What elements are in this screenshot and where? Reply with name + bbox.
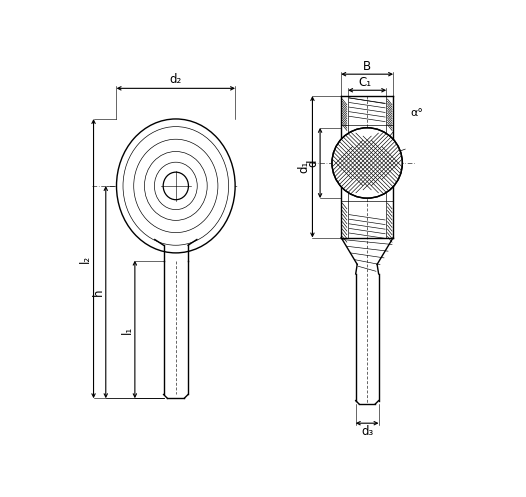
Text: d₂: d₂ bbox=[170, 74, 182, 86]
Text: d₃: d₃ bbox=[361, 425, 373, 438]
Text: B: B bbox=[363, 60, 371, 73]
Text: l₂: l₂ bbox=[78, 254, 92, 263]
Circle shape bbox=[332, 128, 402, 198]
Text: C₁: C₁ bbox=[359, 76, 372, 89]
Text: α°: α° bbox=[410, 108, 423, 118]
Text: d₁: d₁ bbox=[297, 161, 310, 173]
Text: d: d bbox=[307, 159, 320, 166]
Text: l₁: l₁ bbox=[120, 326, 134, 333]
Text: h: h bbox=[92, 288, 105, 296]
Ellipse shape bbox=[163, 172, 188, 200]
Ellipse shape bbox=[116, 119, 235, 253]
